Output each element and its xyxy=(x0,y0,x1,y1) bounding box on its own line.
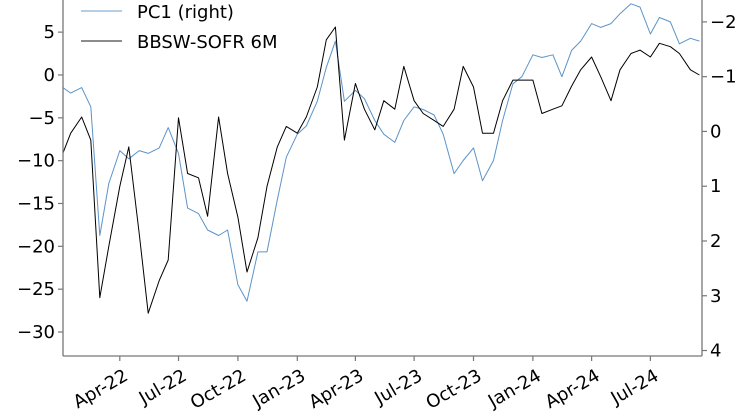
x-tick-label: Jul-23 xyxy=(370,365,426,409)
x-tick-label: Jul-22 xyxy=(135,365,191,409)
right-y-tick-label: −2 xyxy=(710,12,737,33)
right-y-tick-label: 1 xyxy=(710,176,721,197)
left-y-tick-label: −10 xyxy=(17,151,55,172)
legend-label-bbsw: BBSW-SOFR 6M xyxy=(137,32,278,53)
x-tick-label: Jan-23 xyxy=(248,365,309,412)
x-tick-label: Oct-23 xyxy=(422,365,485,413)
right-y-tick-label: 3 xyxy=(710,286,721,307)
right-y-tick-label: −1 xyxy=(710,67,737,88)
left-y-tick-label: −25 xyxy=(17,279,55,300)
left-y-tick-label: −15 xyxy=(17,193,55,214)
plot-area xyxy=(63,3,700,314)
x-tick-label: Apr-23 xyxy=(305,365,367,413)
left-y-tick-label: 0 xyxy=(44,65,55,86)
right-y-tick-label: 4 xyxy=(710,341,721,362)
x-tick-label: Jul-24 xyxy=(607,365,663,409)
x-tick-label: Jan-24 xyxy=(484,365,545,412)
x-tick-label: Apr-22 xyxy=(70,365,132,413)
x-tick-label: Oct-22 xyxy=(187,365,250,413)
left-y-tick-label: −30 xyxy=(17,322,55,343)
legend: PC1 (right) BBSW-SOFR 6M xyxy=(81,2,278,53)
right-y-tick-label: 2 xyxy=(710,231,721,252)
right-y-tick-label: 0 xyxy=(710,121,721,142)
x-tick-label: Apr-24 xyxy=(542,365,604,413)
legend-label-pc1: PC1 (right) xyxy=(137,2,234,23)
series-line-bbsw-sofr-6m xyxy=(63,26,700,314)
left-y-tick-label: 5 xyxy=(44,22,55,43)
left-y-tick-label: −5 xyxy=(28,108,55,129)
series-line-pc1 xyxy=(63,3,700,302)
left-y-tick-label: −20 xyxy=(17,236,55,257)
